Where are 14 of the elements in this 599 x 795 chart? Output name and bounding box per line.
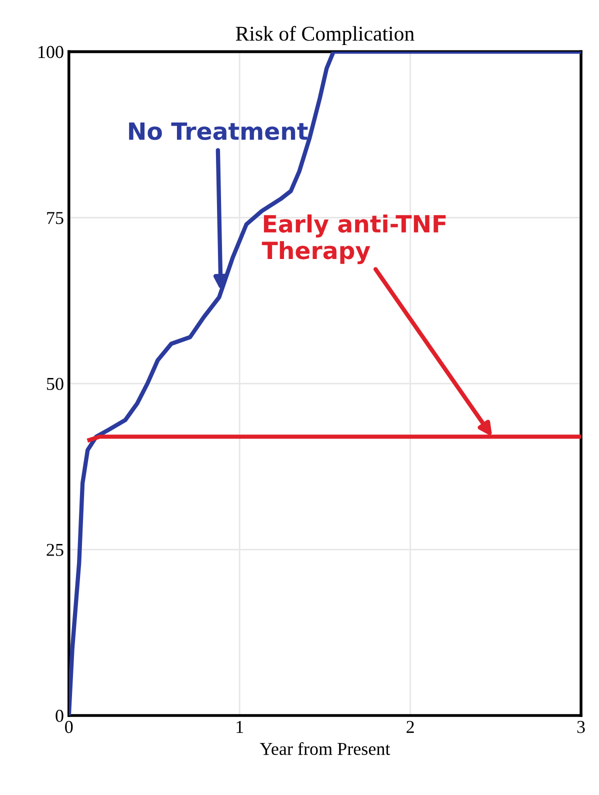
y-tick-label: 100 [38,46,64,58]
x-axis-title: Year from Present [260,742,390,755]
y-tick-label: 75 [47,212,64,224]
line-series [68,52,582,716]
chart-title: Risk of Complication [236,26,414,45]
x-tick-label: 0 [65,720,73,734]
x-tick-label: 1 [236,720,244,733]
annotation: Early anti-TNF Therapy [262,214,446,264]
y-tick-label: 50 [47,378,64,390]
y-tick-label: 25 [46,544,64,556]
y-tick-label: 0 [56,710,64,722]
annotation: No Treatment [129,122,308,140]
x-tick-label: 3 [577,720,585,734]
x-tick-label: 2 [406,720,414,733]
